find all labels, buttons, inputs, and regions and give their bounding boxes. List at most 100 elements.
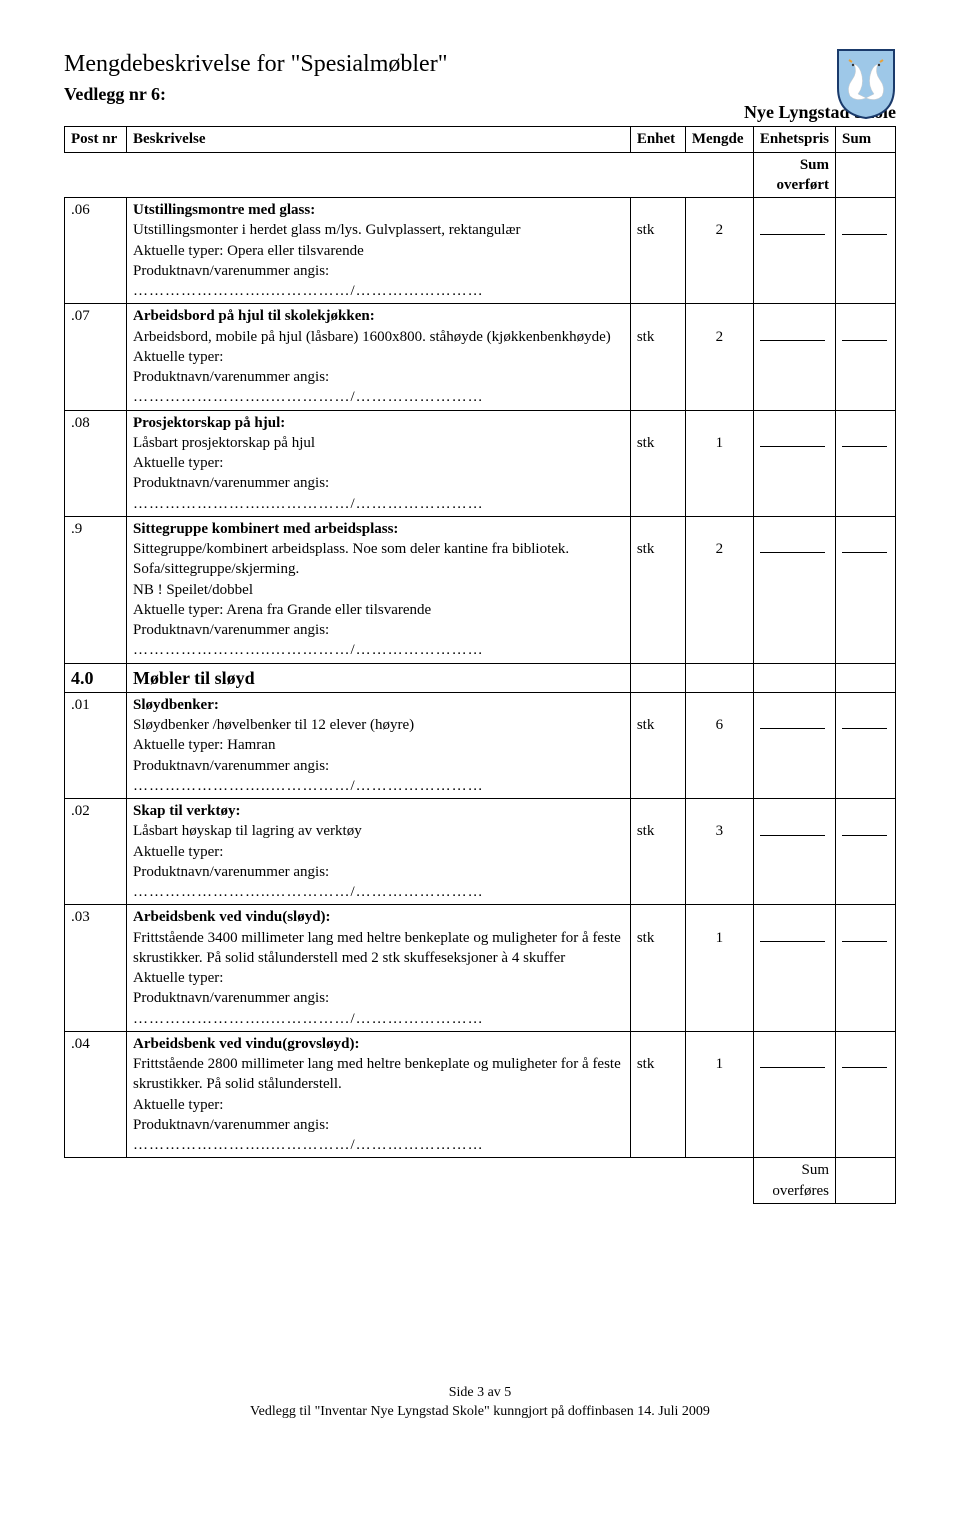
sum-cell[interactable] [836,692,896,798]
post-nr: .02 [65,799,127,905]
aktuelle-typer: Aktuelle typer: [133,1097,223,1113]
item-body: Frittstående 2800 millimeter lang med he… [133,1056,621,1092]
sum-cell[interactable] [836,516,896,663]
enhet-cell: stk [630,1031,685,1158]
mengde-cell: 1 [685,1031,753,1158]
enhetspris-cell[interactable] [753,1031,835,1158]
item-title: Skap til verktøy: [133,803,241,819]
enhet-cell: stk [630,198,685,304]
aktuelle-typer: Aktuelle typer: Hamran [133,737,275,753]
enhetspris-cell[interactable] [753,905,835,1032]
description-cell: Skap til verktøy: Låsbart høyskap til lag… [127,799,631,905]
post-nr: .08 [65,410,127,516]
item-title: Sløydbenker: [133,697,219,713]
enhetspris-cell[interactable] [753,692,835,798]
table-row: .9Sittegruppe kombinert med arbeidsplass… [65,516,896,663]
section-blank [753,663,835,692]
sum-cell[interactable] [836,1031,896,1158]
description-cell: Arbeidsbenk ved vindu(sløyd):Frittståend… [127,905,631,1032]
table-row: .03Arbeidsbenk ved vindu(sløyd):Frittstå… [65,905,896,1032]
dot-line: ……………………..……………/…………………… [133,283,484,299]
vedlegg-label: Vedlegg nr 6: [64,82,166,106]
description-cell: Arbeidsbord på hjul til skolekjøkken:Arb… [127,304,631,410]
produktnavn-label: Produktnavn/varenummer angis: [133,263,329,279]
footer-line: Vedlegg til "Inventar Nye Lyngstad Skole… [64,1403,896,1422]
dot-line: ……………………..……………/…………………… [133,1011,484,1027]
enhetspris-cell[interactable] [753,799,835,905]
col-pris: Enhetspris [753,127,835,152]
produktnavn-label: Produktnavn/varenummer angis: [133,369,329,385]
aktuelle-typer: Aktuelle typer: Opera eller tilsvarende [133,243,364,259]
description-cell: Sittegruppe kombinert med arbeidsplass:S… [127,516,631,663]
enhetspris-cell[interactable] [753,410,835,516]
mengde-cell: 2 [685,304,753,410]
description-cell: Arbeidsbenk ved vindu(grovsløyd): Frittst… [127,1031,631,1158]
produktnavn-label: Produktnavn/varenummer angis: [133,622,329,638]
col-mengde: Mengde [685,127,753,152]
crest-icon [836,48,896,120]
description-cell: Prosjektorskap på hjul: Låsbart prosjekto… [127,410,631,516]
produktnavn-label: Produktnavn/varenummer angis: [133,475,329,491]
sum-cell[interactable] [836,198,896,304]
sum-cell[interactable] [836,304,896,410]
main-table: Post nr Beskrivelse Enhet Mengde Enhetsp… [64,126,896,1204]
produktnavn-label: Produktnavn/varenummer angis: [133,990,329,1006]
dot-line: ……………………..……………/…………………… [133,642,484,658]
aktuelle-typer: Aktuelle typer: [133,349,223,365]
produktnavn-label: Produktnavn/varenummer angis: [133,1117,329,1133]
sum-overfores-label: Sum overføres [753,1158,835,1204]
post-nr: .01 [65,692,127,798]
description-cell: Sløydbenker: Sløydbenker /høvelbenker til… [127,692,631,798]
item-title: Arbeidsbord på hjul til skolekjøkken: [133,308,375,324]
sum-cell[interactable] [836,799,896,905]
produktnavn-label: Produktnavn/varenummer angis: [133,864,329,880]
item-body: Låsbart prosjektorskap på hjul [133,435,315,451]
mengde-cell: 1 [685,905,753,1032]
dot-line: ……………………..……………/…………………… [133,1137,484,1153]
mengde-cell: 1 [685,410,753,516]
section-blank [685,663,753,692]
enhetspris-cell[interactable] [753,198,835,304]
col-post: Post nr [65,127,127,152]
section-blank [836,663,896,692]
item-title: Arbeidsbenk ved vindu(sløyd): [133,909,331,925]
enhetspris-cell[interactable] [753,516,835,663]
aktuelle-typer: Aktuelle typer: [133,455,223,471]
enhet-cell: stk [630,410,685,516]
item-body: Sittegruppe/kombinert arbeidsplass. Noe … [133,541,569,577]
description-cell: Utstillingsmontre med glass:Utstillingsm… [127,198,631,304]
col-sum: Sum [836,127,896,152]
table-row: .06Utstillingsmontre med glass:Utstillin… [65,198,896,304]
item-title: Arbeidsbenk ved vindu(grovsløyd): [133,1036,359,1052]
enhet-cell: stk [630,304,685,410]
enhetspris-cell[interactable] [753,304,835,410]
item-body: Sløydbenker /høvelbenker til 12 elever (… [133,717,414,733]
mengde-cell: 6 [685,692,753,798]
post-nr: .07 [65,304,127,410]
item-extra: NB ! Speilet/dobbel [133,582,253,598]
sum-cell[interactable] [836,410,896,516]
table-row: .02 Skap til verktøy: Låsbart høyskap til … [65,799,896,905]
section-post: 4.0 [65,663,127,692]
post-nr: .06 [65,198,127,304]
sum-overfores-value[interactable] [836,1158,896,1204]
footer: Side 3 av 5 Vedlegg til "Inventar Nye Ly… [64,1384,896,1422]
col-enhet: Enhet [630,127,685,152]
post-nr: .03 [65,905,127,1032]
section-row: 4.0Møbler til sløyd [65,663,896,692]
enhet-cell: stk [630,905,685,1032]
table-row: .08 Prosjektorskap på hjul: Låsbart prosje… [65,410,896,516]
section-title: Møbler til sløyd [127,663,631,692]
table-row: .04 Arbeidsbenk ved vindu(grovsløyd): Frit… [65,1031,896,1158]
sum-cell[interactable] [836,905,896,1032]
item-body: Låsbart høyskap til lagring av verktøy [133,823,362,839]
post-nr: .9 [65,516,127,663]
sum-overfort-label: Sum overført [753,152,835,198]
enhet-cell: stk [630,516,685,663]
enhet-cell: stk [630,692,685,798]
post-nr: .04 [65,1031,127,1158]
item-body: Utstillingsmonter i herdet glass m/lys. … [133,222,520,238]
table-row: .01 Sløydbenker: Sløydbenker /høvelbenker … [65,692,896,798]
enhet-cell: stk [630,799,685,905]
item-title: Prosjektorskap på hjul: [133,415,285,431]
